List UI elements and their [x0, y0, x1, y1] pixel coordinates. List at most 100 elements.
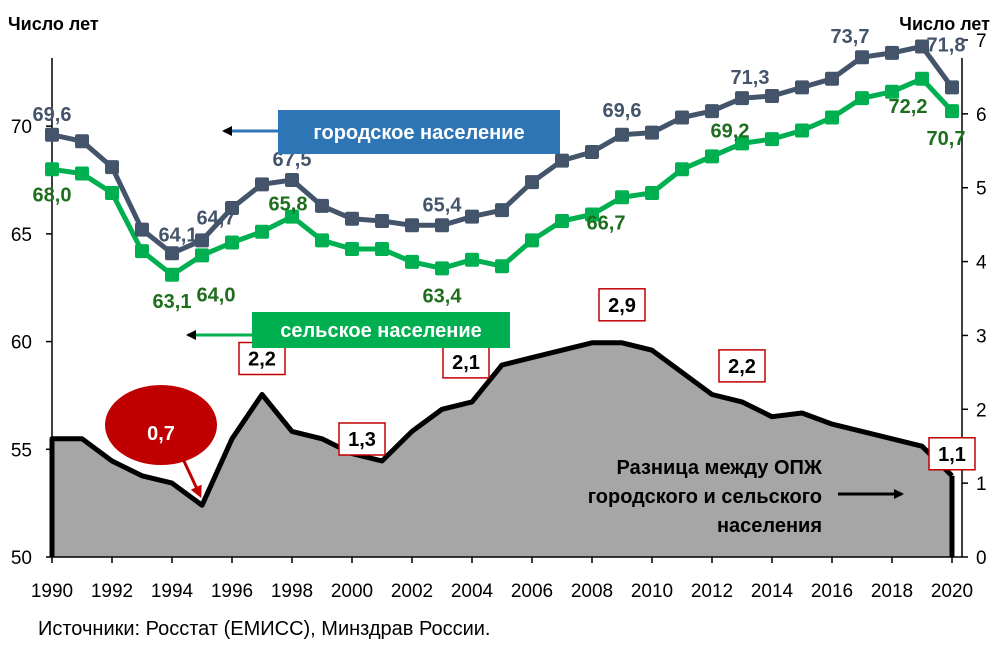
urban-data-label: 69,6: [33, 104, 72, 126]
difference-data-label: 2,1: [452, 352, 480, 374]
difference-label-box: [442, 345, 490, 379]
rural-point: [705, 149, 719, 164]
urban-point: [645, 125, 659, 140]
urban-point: [525, 175, 539, 190]
rural-data-label: 70,7: [927, 128, 966, 150]
series-group: [45, 39, 959, 282]
rural-data-label: 63,4: [423, 285, 463, 307]
urban-data-label: 64,7: [197, 207, 236, 229]
urban-data-label: 71,8: [927, 34, 966, 56]
rural-point: [675, 162, 689, 177]
right-tick-label: 4: [976, 253, 987, 274]
rural-point: [75, 166, 89, 181]
x-tick-label: 2000: [331, 581, 373, 602]
difference-area: [52, 342, 952, 557]
right-tick-label: 3: [976, 326, 987, 347]
axes-group: 50 55 60 65 70 0 1 2 3 4 5 6 7 1990 1992 1994 1996 1998 20…: [11, 31, 987, 602]
x-tick-label: 2006: [511, 581, 553, 602]
rural-point: [825, 110, 839, 125]
rural-point: [615, 190, 629, 205]
annotation-line-2: городского и сельского: [588, 486, 822, 508]
difference-area-outline: [49, 340, 954, 508]
urban-point: [255, 177, 269, 192]
urban-point: [735, 91, 749, 106]
urban-point: [195, 233, 209, 248]
urban-point: [405, 218, 419, 233]
urban-point: [315, 198, 329, 213]
rural-point: [495, 259, 509, 274]
x-tick-label: 2010: [631, 581, 673, 602]
rural-point: [195, 248, 209, 263]
rural-point: [285, 209, 299, 224]
left-tick-label: 55: [11, 440, 32, 461]
urban-point: [915, 39, 929, 54]
urban-point: [615, 127, 629, 142]
urban-data-label: 64,1: [159, 224, 198, 246]
x-tick-label: 2008: [571, 581, 613, 602]
rural-point: [165, 267, 179, 282]
rural-data-label: 65,8: [269, 194, 308, 216]
urban-point: [105, 160, 119, 175]
right-tick-label: 5: [976, 179, 987, 200]
urban-point: [795, 80, 809, 95]
urban-point: [855, 50, 869, 65]
rural-point: [765, 132, 779, 147]
rural-point: [735, 136, 749, 151]
urban-point: [435, 218, 449, 233]
data-labels-group: 69,6 64,164,7 67,5 65,4 69,6 71,3 73,7 71,8 68,0…: [33, 26, 976, 499]
urban-point: [165, 246, 179, 261]
urban-data-label: 65,4: [423, 194, 463, 216]
legend-urban-box: [278, 110, 560, 154]
rural-point: [45, 162, 59, 177]
rural-data-label: 69,2: [711, 120, 750, 142]
difference-data-label: 1,1: [938, 444, 966, 466]
rural-point: [465, 252, 479, 267]
difference-data-label: 2,9: [608, 295, 636, 317]
urban-point: [465, 209, 479, 224]
x-tick-label: 1992: [91, 581, 133, 602]
rural-data-label: 68,0: [33, 184, 72, 206]
rural-point: [405, 254, 419, 269]
right-tick-label: 1: [976, 474, 987, 495]
x-tick-label: 1996: [211, 581, 253, 602]
difference-label-box: [598, 288, 646, 322]
difference-data-label: 2,2: [248, 349, 276, 371]
right-tick-label: 7: [976, 31, 987, 52]
urban-data-label: 67,5: [273, 149, 312, 171]
rural-point: [945, 104, 959, 119]
legend-urban-label: городское население: [313, 122, 524, 144]
x-tick-label: 1994: [151, 581, 194, 602]
x-tick-label: 2018: [871, 581, 913, 602]
annotation-line-1: Разница между ОПЖ: [617, 457, 823, 479]
x-tick-label: 2016: [811, 581, 853, 602]
urban-point: [75, 134, 89, 149]
difference-data-label-min: 0,7: [147, 423, 175, 445]
rural-point: [555, 213, 569, 228]
rural-point: [585, 207, 599, 222]
right-tick-label: 0: [976, 548, 987, 569]
rural-point: [525, 233, 539, 248]
urban-point: [555, 153, 569, 168]
urban-data-label: 73,7: [831, 26, 870, 48]
rural-point: [855, 91, 869, 106]
urban-data-label: 69,6: [603, 100, 642, 122]
rural-point: [255, 224, 269, 239]
left-tick-label: 65: [11, 225, 32, 246]
highlight-ellipse: [105, 385, 217, 465]
x-tick-label: 2020: [931, 581, 973, 602]
urban-point: [345, 211, 359, 226]
x-tick-label: 2002: [391, 581, 433, 602]
left-tick-label: 70: [11, 117, 32, 138]
x-tick-label: 1998: [271, 581, 313, 602]
left-axis-title: Число лет: [8, 14, 99, 34]
difference-label-box: [928, 437, 976, 471]
legend-rural-box: [252, 312, 510, 348]
rural-point: [315, 233, 329, 248]
urban-point: [705, 104, 719, 119]
rural-point: [915, 71, 929, 86]
urban-point: [285, 173, 299, 188]
rural-point: [645, 185, 659, 200]
rural-point: [135, 244, 149, 259]
rural-point: [105, 185, 119, 200]
